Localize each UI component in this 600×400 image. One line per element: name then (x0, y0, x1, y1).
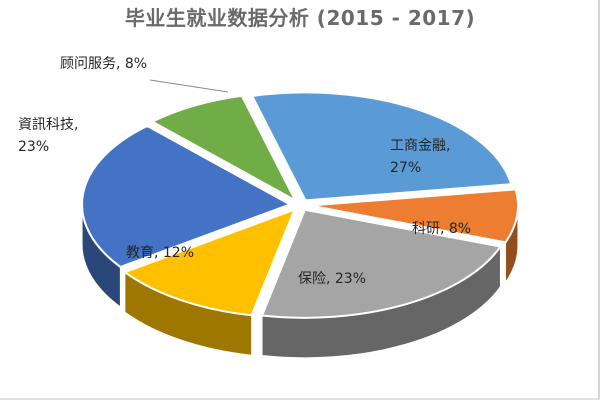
data-label-科研: 科研, 8% (412, 221, 471, 237)
pie-sides (81, 204, 519, 359)
chart-title: 毕业生就业数据分析 (2015 - 2017) (124, 6, 476, 30)
slice-資訊科技 (81, 124, 293, 269)
slice-教育 (122, 207, 297, 317)
data-label-line: 保险, 23% (298, 271, 366, 287)
data-label-保险: 保险, 23% (298, 271, 366, 287)
data-label-line: 23% (18, 139, 49, 155)
data-label-工商金融: 工商金融, 27% (390, 138, 450, 176)
data-label-資訊科技: 資訊科技, 23% (18, 117, 78, 155)
data-label-line: 科研, 8% (412, 221, 471, 237)
slice-保险 (260, 208, 503, 319)
data-label-line: 顾问服务, 8% (60, 56, 147, 72)
data-label-顾问服务: 顾问服务, 8% (60, 56, 147, 72)
data-label-line: 資訊科技, (18, 117, 78, 133)
slice-工商金融 (250, 91, 513, 202)
data-label-line: 工商金融, (390, 138, 450, 154)
data-label-line: 教育, 12% (126, 245, 194, 261)
data-labels: 工商金融, 27% 科研, 8% 保险, 23% 教育, 12% 資訊科技, 23% 顾问服务… (18, 56, 471, 287)
data-label-教育: 教育, 12% (126, 245, 194, 261)
slice-顾问服务 (150, 94, 298, 203)
pie-top (81, 91, 519, 319)
slice-科研 (309, 188, 519, 244)
data-label-line: 27% (390, 160, 421, 176)
leader-line (149, 79, 229, 93)
